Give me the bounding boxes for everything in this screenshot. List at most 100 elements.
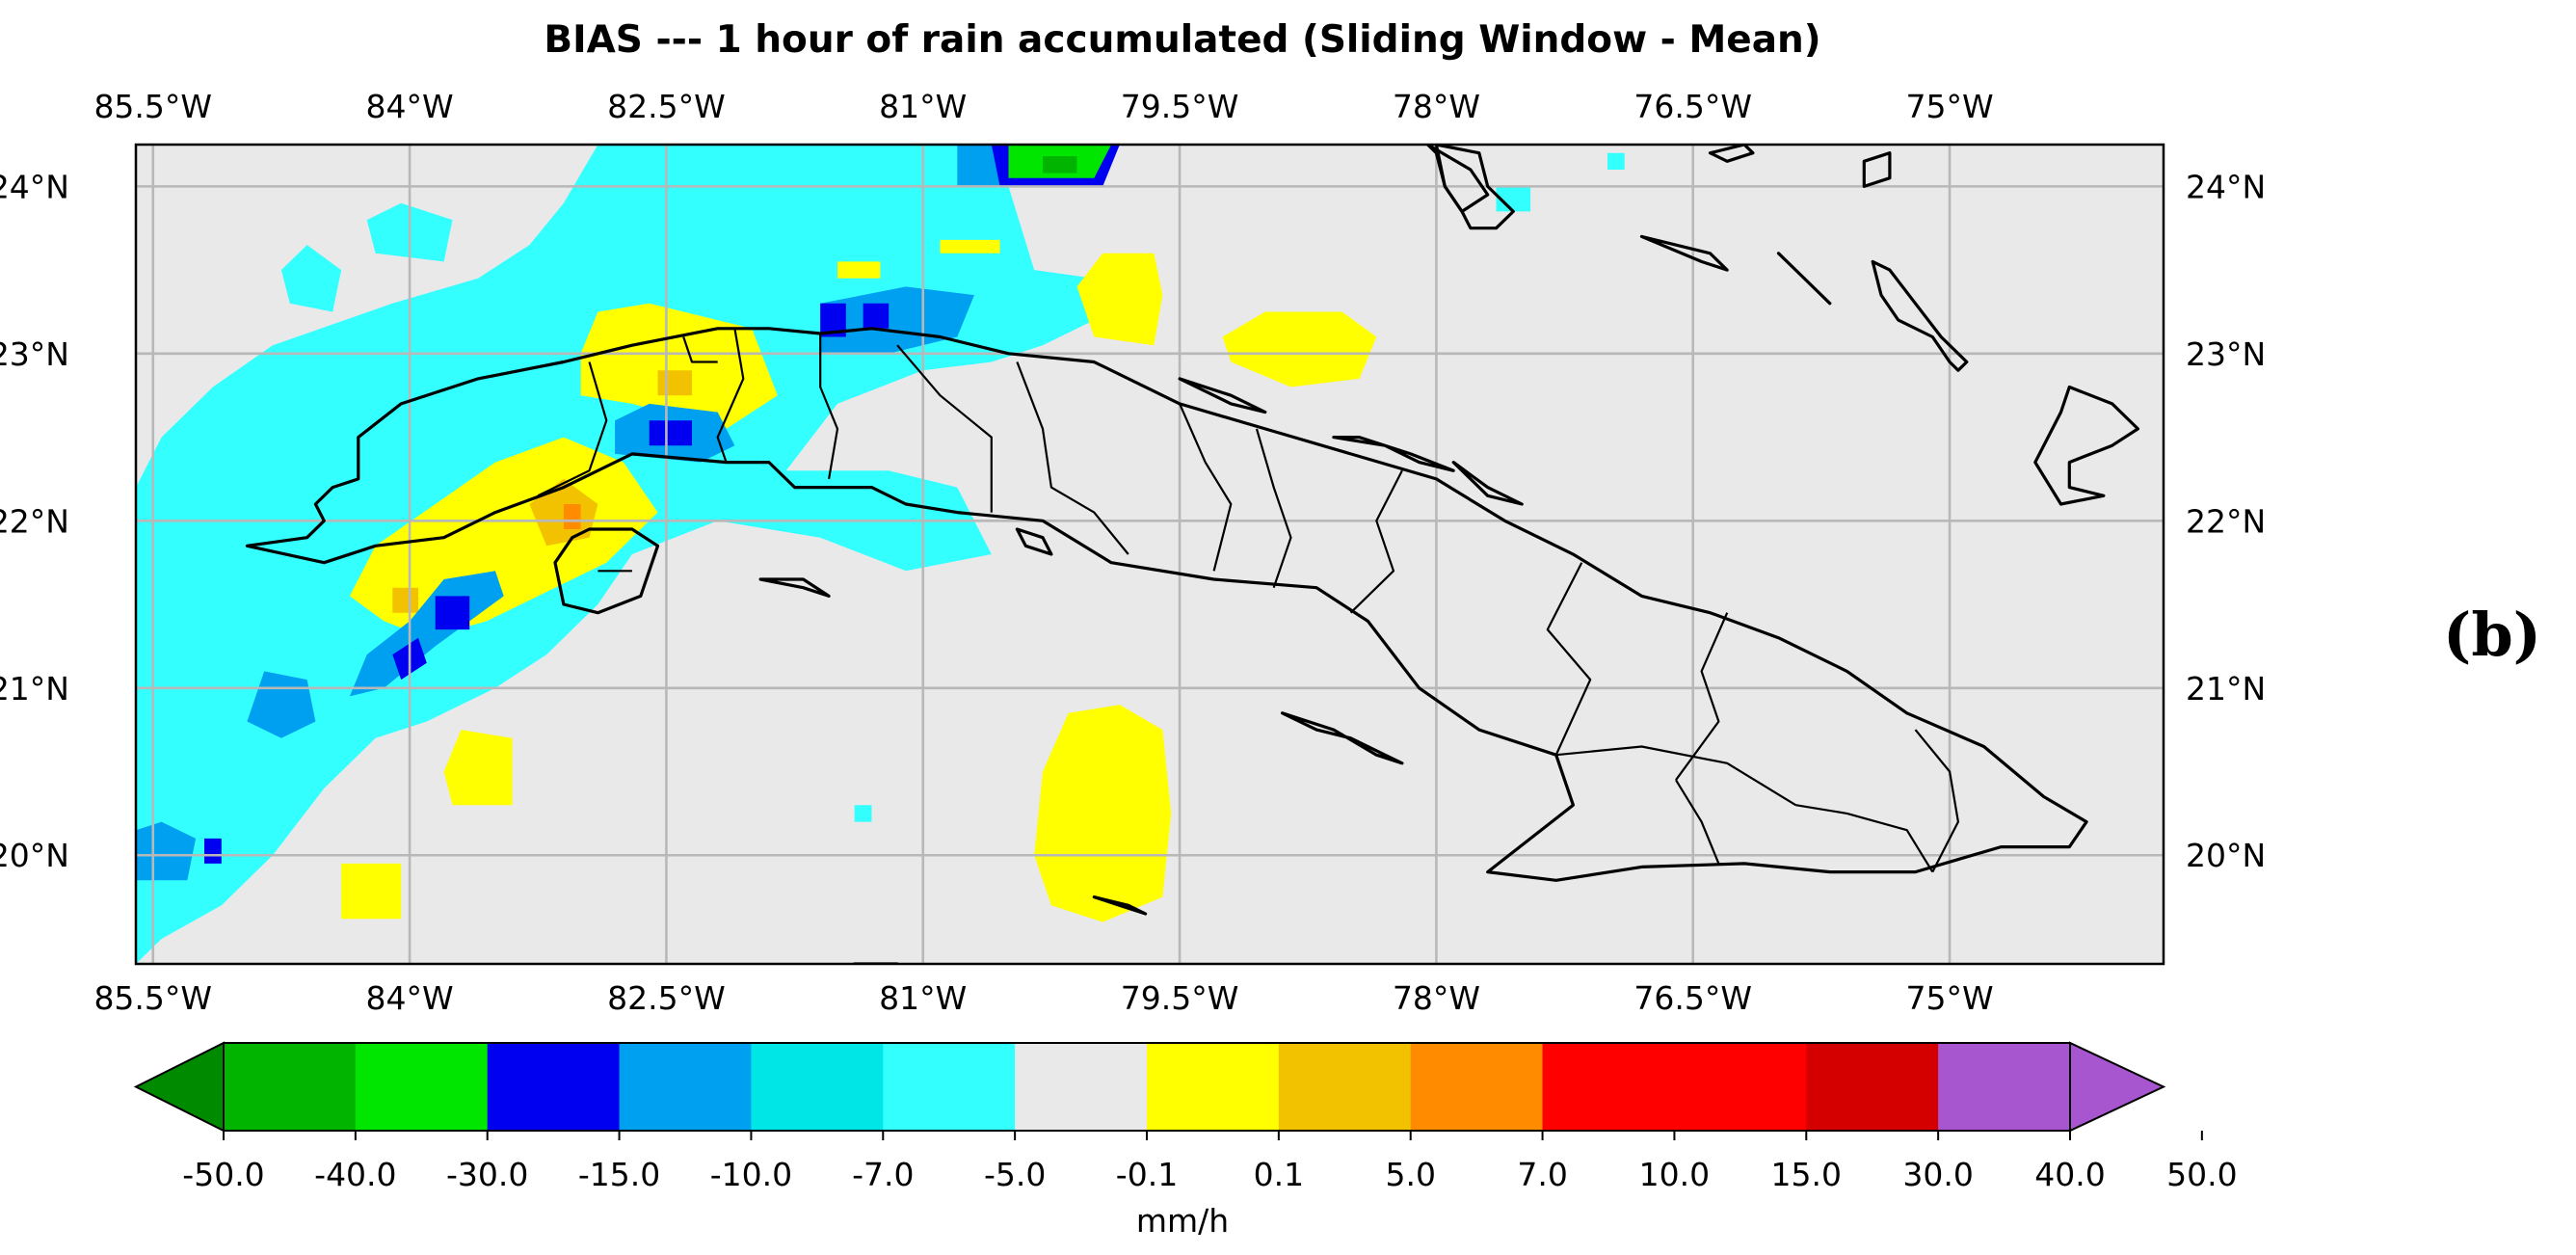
x-tick-label: 85.5°W bbox=[93, 979, 212, 1017]
x-tick-label: 79.5°W bbox=[1121, 88, 1239, 125]
bias-region-darkgreen-1 bbox=[1043, 156, 1077, 174]
colorbar-swatch bbox=[1806, 1043, 1939, 1131]
y-tick-label: 23°N bbox=[0, 335, 69, 373]
colorbar-tick-label: -7.0 bbox=[852, 1156, 914, 1193]
colorbar-swatch bbox=[1542, 1043, 1676, 1131]
bias-region-yellow-9 bbox=[940, 239, 1000, 254]
bias-region-cyan-island-c bbox=[854, 805, 872, 822]
cayman-islands-coastline bbox=[853, 962, 900, 964]
colorbar-swatch bbox=[883, 1043, 1016, 1131]
colorbar-swatch bbox=[1938, 1043, 2071, 1131]
bias-region-yellow-3 bbox=[1034, 705, 1172, 922]
bahamas-cat-island-coastline bbox=[1862, 151, 1892, 188]
y-tick-labels-right: 24°N 23°N 22°N 21°N 20°N bbox=[2186, 168, 2266, 874]
x-tick-label: 79.5°W bbox=[1121, 979, 1239, 1017]
colorbar-swatch bbox=[1674, 1043, 1807, 1131]
x-tick-label: 75°W bbox=[1905, 88, 1993, 125]
bahamas-acklins-coastline bbox=[2033, 385, 2139, 506]
colorbar-tick-label: 50.0 bbox=[2166, 1156, 2237, 1193]
x-tick-label: 76.5°W bbox=[1633, 979, 1752, 1017]
colorbar-extend-over bbox=[2069, 1041, 2166, 1133]
bias-region-deepblue-5 bbox=[863, 303, 890, 329]
province-border-camaguey-lastunas bbox=[1546, 562, 1592, 756]
bias-region-yellow-2 bbox=[580, 303, 778, 429]
colorbar-tick-label: 0.1 bbox=[1254, 1156, 1304, 1193]
province-border-holguin-santiago bbox=[1795, 804, 1934, 873]
x-tick-label: 84°W bbox=[366, 88, 454, 125]
colorbar-label: mm/h bbox=[1136, 1202, 1229, 1240]
bias-region-deepblue-3 bbox=[649, 420, 692, 446]
cayo-coco-coastline bbox=[1332, 436, 1455, 472]
colorbar-tick-label: -0.1 bbox=[1116, 1156, 1178, 1193]
x-tick-label: 75°W bbox=[1905, 979, 1993, 1017]
coastlines bbox=[245, 145, 2139, 964]
bias-region-yellow-4 bbox=[1222, 311, 1377, 387]
colorbar-tick-label: -40.0 bbox=[314, 1156, 396, 1193]
colorbar-tick-label: 40.0 bbox=[2034, 1156, 2105, 1193]
bias-region-blue-3 bbox=[136, 821, 197, 881]
province-border-santiago-granma bbox=[1675, 779, 1720, 865]
province-border-ciego-camaguey bbox=[1349, 469, 1403, 614]
colorbar-extend-under bbox=[133, 1041, 225, 1133]
bias-region-orange-3 bbox=[657, 370, 692, 396]
bahamas-ragged-island-coastline bbox=[1776, 252, 1832, 306]
y-tick-label: 20°N bbox=[0, 837, 69, 874]
bahamas-exuma-coastline bbox=[1639, 234, 1729, 272]
bahamas-eleuthera-coastline bbox=[1708, 145, 1755, 163]
bias-region-yellow-5 bbox=[1076, 253, 1163, 346]
province-border-havana bbox=[682, 336, 718, 363]
x-tick-labels-top: 85.5°W 84°W 82.5°W 81°W 79.5°W 78°W 76.5°W 75°W bbox=[93, 88, 1993, 125]
cayo-largo-coastline bbox=[758, 577, 831, 599]
chart-title: BIAS --- 1 hour of rain accumulated (Sli… bbox=[544, 18, 1820, 62]
bias-contours bbox=[136, 145, 1625, 964]
y-tick-label: 21°N bbox=[0, 670, 69, 708]
gridlines bbox=[136, 145, 2164, 964]
cuba-coastline bbox=[245, 327, 2088, 882]
colorbar-tick-label: 15.0 bbox=[1771, 1156, 1842, 1193]
bias-region-deepblue-4 bbox=[820, 303, 846, 337]
province-border-sancti-spiritus-ciego bbox=[1255, 428, 1292, 589]
province-borders bbox=[537, 328, 1960, 873]
colorbar-tick-label: 7.0 bbox=[1517, 1156, 1567, 1193]
province-border-guantanamo bbox=[1914, 729, 1960, 873]
province-border-lastunas-holguin bbox=[1675, 612, 1729, 781]
bias-region-dark-orange bbox=[563, 504, 581, 529]
colorbar-tick-label: 5.0 bbox=[1385, 1156, 1435, 1193]
province-border-pinar-artemisa bbox=[537, 361, 608, 497]
province-border-villaclara-sancti-spiritus bbox=[1179, 403, 1233, 572]
x-tick-label: 78°W bbox=[1393, 979, 1480, 1017]
province-border-mayabeque-matanzas bbox=[819, 334, 839, 480]
y-tick-label: 21°N bbox=[2186, 670, 2266, 708]
colorbar-tick-label: -10.0 bbox=[710, 1156, 792, 1193]
cay-lobos-coastline bbox=[1015, 527, 1053, 556]
x-tick-label: 81°W bbox=[879, 979, 967, 1017]
x-tick-label: 81°W bbox=[879, 88, 967, 125]
bias-region-yellow-6 bbox=[443, 730, 513, 806]
bias-region-yellow-8 bbox=[837, 261, 881, 279]
bias-region-orange-2 bbox=[392, 587, 418, 613]
isla-de-la-juventud-coastline bbox=[553, 527, 660, 615]
cayo-romano-coastline bbox=[1451, 461, 1524, 506]
x-tick-labels-bottom: 85.5°W 84°W 82.5°W 81°W 79.5°W 78°W 76.5°W 75°W bbox=[93, 979, 1993, 1017]
colorbar-swatch bbox=[1278, 1043, 1412, 1131]
colorbar-swatch bbox=[224, 1043, 357, 1131]
x-tick-label: 85.5°W bbox=[93, 88, 212, 125]
y-tick-label: 23°N bbox=[2186, 335, 2266, 373]
map-frame bbox=[134, 143, 2165, 966]
y-tick-label: 20°N bbox=[2186, 837, 2266, 874]
colorbar-tick-label: -15.0 bbox=[578, 1156, 660, 1193]
panel-label: (b) bbox=[2443, 600, 2541, 670]
florida-keys-coastline bbox=[1425, 145, 1490, 213]
keys-south-coastline bbox=[1092, 895, 1148, 916]
province-border-granma-holguin bbox=[1555, 745, 1796, 807]
colorbar: -50.0 -40.0 -30.0 -15.0 -10.0 -7.0 -5.0 -0.1 0.1… bbox=[133, 1041, 2238, 1193]
province-border-villaclara-cienfuegos bbox=[1016, 361, 1129, 555]
province-border-artemisa-mayabeque bbox=[716, 328, 745, 463]
bias-region-cyan-island-a bbox=[280, 245, 342, 312]
colorbar-swatch bbox=[355, 1043, 489, 1131]
colorbar-swatch bbox=[487, 1043, 621, 1131]
colorbar-tick-label: 10.0 bbox=[1639, 1156, 1710, 1193]
cayo-santa-maria-coastline bbox=[1178, 377, 1267, 414]
x-tick-label: 76.5°W bbox=[1633, 88, 1752, 125]
